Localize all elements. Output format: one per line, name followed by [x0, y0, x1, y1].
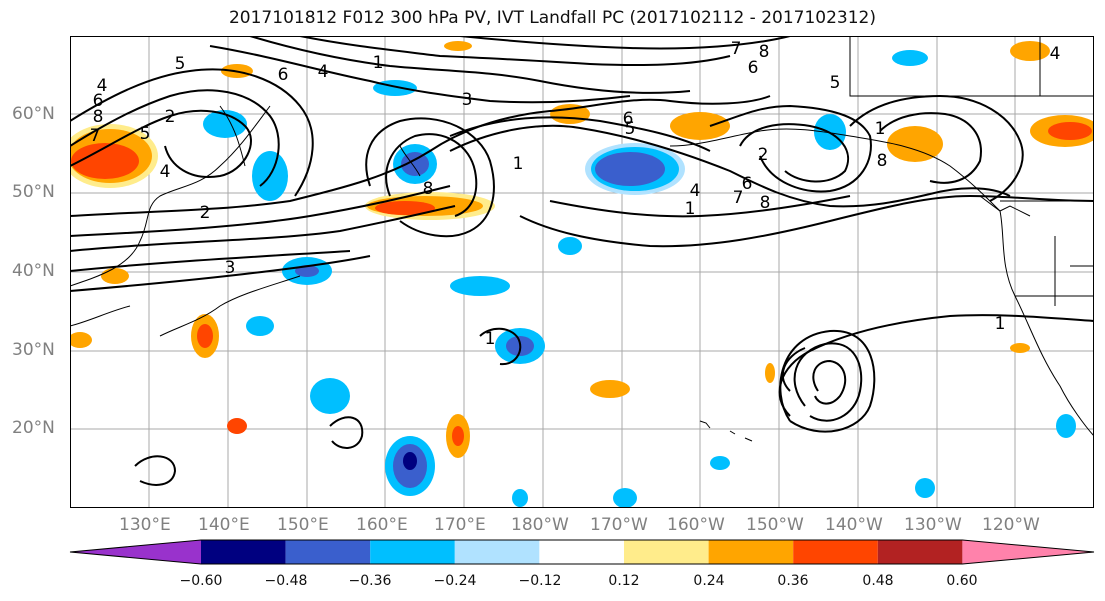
colorbar-segment — [877, 540, 963, 564]
contour-label: 4 — [160, 162, 171, 182]
contour-label: 1 — [875, 119, 886, 139]
colorbar-tick-label: −0.60 — [179, 573, 223, 589]
contour-label: 4 — [97, 76, 108, 96]
contour-label: 1 — [995, 314, 1006, 334]
lon-label: 130°W — [904, 515, 962, 535]
contour-label: 7 — [733, 188, 744, 208]
lon-label: 170°W — [590, 515, 648, 535]
contour-label: 8 — [759, 42, 770, 62]
contour-label: 2 — [200, 203, 211, 223]
contour-label: 1 — [373, 53, 384, 73]
contour-label: 7 — [90, 126, 101, 146]
colorbar-tick-label: 0.60 — [946, 573, 978, 589]
negative-anomaly-dateline — [585, 143, 685, 195]
lat-label: 30°N — [12, 340, 55, 360]
contour-label: 6 — [623, 109, 634, 129]
contour-label: 6 — [748, 58, 759, 78]
lon-label: 140°W — [825, 515, 883, 535]
contour-label: 1 — [685, 199, 696, 219]
contour-label: 2 — [165, 107, 176, 127]
lon-label: 150°W — [746, 515, 804, 535]
contour-label: 8 — [423, 179, 434, 199]
contour-label: 6 — [93, 91, 104, 111]
colorbar-tick-label: 0.36 — [777, 573, 809, 589]
contour-label: 6 — [278, 65, 289, 85]
lat-label: 50°N — [12, 182, 55, 202]
lat-label: 60°N — [12, 104, 55, 124]
contour-label: 1 — [485, 329, 496, 349]
lon-label: 130°E — [119, 515, 171, 535]
contour-label: 5 — [140, 124, 151, 144]
contour-label: 4 — [1050, 44, 1061, 64]
colorbar-segment — [285, 540, 371, 564]
colorbar-tick-label: 0.24 — [693, 573, 725, 589]
contour-label: 4 — [690, 181, 701, 201]
contour-label: 5 — [830, 73, 841, 93]
contour-label: 1 — [513, 154, 524, 174]
contour-label: 3 — [225, 258, 236, 278]
colorbar-segment — [708, 540, 794, 564]
contour-label: 3 — [462, 90, 473, 110]
contour-label: 5 — [625, 119, 636, 139]
colorbar-tick-label: 0.12 — [608, 573, 640, 589]
contour-label: 6 — [742, 174, 753, 194]
coastlines — [70, 36, 1094, 442]
colorbar-tick-label: −0.48 — [264, 573, 308, 589]
colorbar-segment — [370, 540, 455, 564]
colorbar-tick-label: −0.24 — [433, 573, 477, 589]
colorbar-segment — [962, 540, 1094, 564]
map-panel: 5 6 4 1 3 2 4 6 8 7 5 4 8 2 3 6 7 8 6 5 … — [70, 36, 1094, 508]
contour-label: 7 — [731, 39, 742, 59]
lon-label: 160°W — [667, 515, 725, 535]
lon-label: 170°E — [434, 515, 486, 535]
map-title: 2017101812 F012 300 hPa PV, IVT Landfall… — [228, 8, 876, 28]
colorbar-segment — [201, 540, 286, 564]
pv-anomaly-fills — [70, 41, 1094, 508]
colorbar-segment — [70, 540, 201, 564]
colorbar-segment — [539, 540, 624, 564]
colorbar-segment — [454, 540, 540, 564]
lon-label: 160°E — [356, 515, 408, 535]
colorbar-outline — [69, 539, 1095, 565]
gridlines — [70, 36, 1094, 508]
lon-label: 180°W — [511, 515, 569, 535]
contour-label: 2 — [758, 145, 769, 165]
contour-label: 4 — [318, 62, 329, 82]
colorbar-segment — [793, 540, 878, 564]
colorbar-tick-label: −0.36 — [348, 573, 392, 589]
ivt-contours — [70, 36, 1094, 486]
colorbar-segment — [624, 540, 709, 564]
lat-label: 20°N — [12, 418, 55, 438]
map-frame — [70, 36, 1094, 508]
contour-labels: 5 6 4 1 3 2 4 6 8 7 5 4 8 2 3 6 7 8 6 5 … — [90, 39, 1061, 349]
contour-label: 8 — [93, 107, 104, 127]
lon-label: 120°W — [982, 515, 1040, 535]
colorbar-tick-label: 0.48 — [862, 573, 894, 589]
lon-label: 140°E — [198, 515, 250, 535]
positive-anomaly-japan-north — [70, 124, 158, 188]
contour-label: 5 — [175, 54, 186, 74]
lon-label: 150°E — [277, 515, 329, 535]
lat-label: 40°N — [12, 261, 55, 281]
scattered-anomalies — [70, 41, 1076, 508]
contour-label: 8 — [877, 151, 888, 171]
colorbar — [69, 539, 1095, 565]
colorbar-tick-label: −0.12 — [518, 573, 562, 589]
contour-label: 8 — [760, 193, 771, 213]
